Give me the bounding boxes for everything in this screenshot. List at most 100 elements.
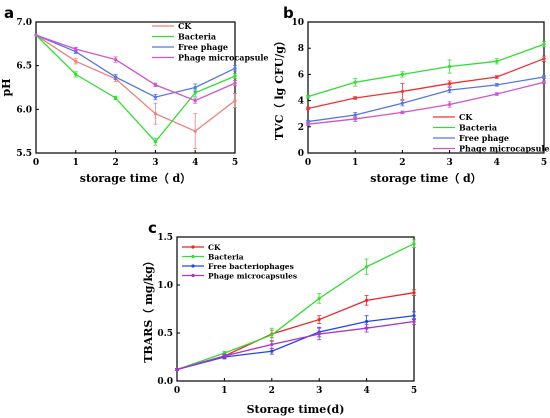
y-tick-label: 0.5 (157, 329, 173, 339)
x-tick-label: 3 (316, 386, 322, 396)
y-axis-label: pH (0, 78, 13, 96)
data-point (223, 354, 226, 357)
x-tick-label: 0 (174, 386, 180, 396)
data-point (74, 47, 77, 50)
legend-marker (191, 274, 194, 277)
data-point (233, 67, 236, 70)
x-tick-label: 5 (232, 158, 238, 168)
panel-c: c 0 1 2 3 4 5 0.0 0.5 1.0 1.5 Storage time(d) TBARS（… (142, 219, 417, 416)
y-tick-label: 5.5 (16, 149, 32, 159)
legend: CKBacteriaFree phagePhage microcapsule (433, 112, 550, 154)
x-tick-label: 4 (363, 386, 369, 396)
x-tick-label: 5 (411, 386, 417, 396)
y-tick-label: 2 (298, 123, 304, 133)
legend-label: CK (459, 112, 473, 122)
x-axis-label: storage time（ d） (80, 172, 191, 185)
y-tick-label: 6 (298, 70, 304, 80)
data-point (542, 81, 545, 84)
data-point (233, 82, 236, 85)
data-point (495, 92, 498, 95)
legend-label: Free phage (178, 42, 228, 52)
x-tick-label: 2 (269, 386, 275, 396)
data-point (306, 123, 309, 126)
y-axis-label: TVC（ lg CFU/g） (273, 35, 286, 140)
x-axis-label: storage time（ d） (370, 172, 481, 185)
data-point (194, 99, 197, 102)
data-point (412, 320, 415, 323)
x-tick-label: 0 (305, 158, 311, 168)
data-point (74, 60, 77, 63)
panel-b: b 0 1 2 3 4 5 0 2 4 6 8 10 storage time（ d） TVC（ lg CF… (273, 4, 550, 185)
data-point (412, 314, 415, 317)
series-line (308, 44, 544, 96)
data-point (542, 75, 545, 78)
series-line (308, 77, 544, 122)
x-tick-label: 0 (33, 158, 39, 168)
data-point (448, 89, 451, 92)
x-tick-label: 3 (152, 158, 158, 168)
data-point (114, 58, 117, 61)
data-point (154, 96, 157, 99)
y-tick-label: 6.5 (16, 62, 32, 72)
series-line (177, 316, 414, 370)
data-point (495, 83, 498, 86)
data-point (448, 65, 451, 68)
legend-marker (191, 245, 194, 248)
data-point (495, 60, 498, 63)
data-point (318, 332, 321, 335)
data-point (401, 111, 404, 114)
legend-label: Free bacteriophages (208, 262, 294, 271)
data-point (34, 34, 37, 37)
data-point (194, 91, 197, 94)
data-point (401, 102, 404, 105)
data-point (175, 368, 178, 371)
y-tick-label: 6.0 (16, 105, 32, 115)
data-point (365, 327, 368, 330)
x-axis-label: Storage time(d) (247, 403, 345, 416)
data-point (194, 130, 197, 133)
data-point (154, 112, 157, 115)
data-point (318, 297, 321, 300)
x-tick-label: 2 (399, 158, 405, 168)
data-point (412, 291, 415, 294)
legend-label: Phage microcapsule (178, 53, 269, 63)
data-point (270, 343, 273, 346)
data-point (412, 242, 415, 245)
legend-label: Bacteria (178, 32, 216, 42)
y-tick-label: 8 (298, 44, 304, 54)
data-point (154, 83, 157, 86)
legend-label: Free phage (459, 133, 509, 143)
legend-label: CK (178, 21, 192, 31)
y-tick-label: 0.0 (157, 377, 173, 387)
legend-marker (191, 264, 194, 267)
data-point (270, 350, 273, 353)
y-axis-label: TBARS（ mg/kg） (142, 255, 155, 363)
legend-label: Bacteria (459, 123, 497, 133)
data-point (114, 96, 117, 99)
y-tick-label: 1.0 (157, 281, 173, 291)
y-tick-label: 1.5 (157, 233, 173, 243)
data-point (233, 99, 236, 102)
legend-marker (191, 255, 194, 258)
data-point (365, 299, 368, 302)
panel-a: a 0 1 2 3 4 5 5.5 6.0 6.5 7.0 storage time（ d） pH CKB… (0, 4, 269, 185)
panel-letter: a (4, 4, 14, 22)
data-point (542, 57, 545, 60)
series-line (177, 293, 414, 370)
x-tick-label: 3 (446, 158, 452, 168)
data-point (270, 333, 273, 336)
data-point (114, 75, 117, 78)
data-point (495, 75, 498, 78)
data-point (401, 90, 404, 93)
legend-label: Phage microcapsules (208, 272, 297, 281)
data-point (74, 73, 77, 76)
x-tick-label: 2 (112, 158, 118, 168)
data-point (401, 73, 404, 76)
data-point (318, 318, 321, 321)
data-point (233, 75, 236, 78)
data-point (365, 320, 368, 323)
y-tick-label: 0 (298, 149, 304, 159)
